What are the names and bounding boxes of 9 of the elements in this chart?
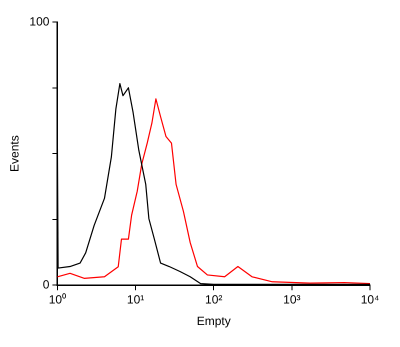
x-tick-label: 10¹ bbox=[126, 292, 144, 307]
x-tick-label: 10⁰ bbox=[48, 292, 66, 307]
x-tick-label: 10⁴ bbox=[360, 292, 380, 307]
x-tick-label: 10³ bbox=[283, 292, 301, 307]
x-tick-label: 10² bbox=[205, 292, 222, 307]
x-axis-title: Empty bbox=[196, 314, 231, 328]
y-axis-title: Events bbox=[8, 135, 22, 172]
y-tick-label: 100 bbox=[29, 14, 50, 28]
y-tick-label: 0 bbox=[42, 278, 50, 292]
